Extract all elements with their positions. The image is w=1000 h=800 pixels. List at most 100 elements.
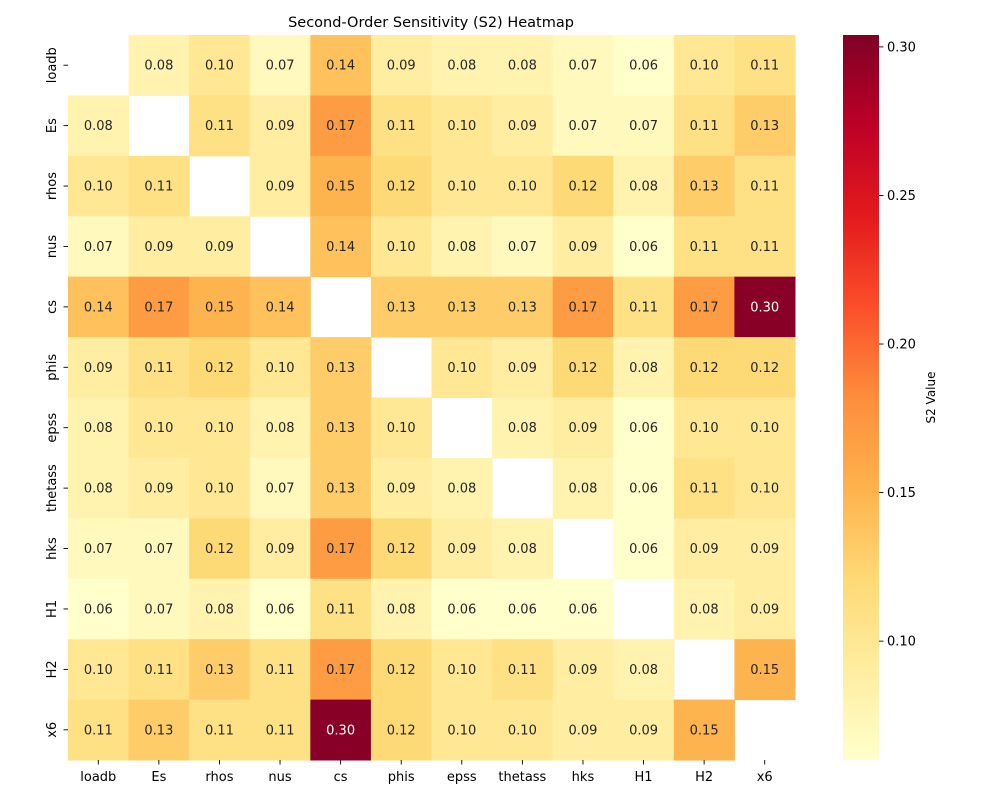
- heatmap-cell-Es-H1: [613, 95, 675, 157]
- cell-value-label: 0.10: [84, 663, 113, 678]
- y-tick-label: x6: [45, 722, 60, 738]
- heatmap-cell-cs-H2: [673, 276, 735, 338]
- heatmap-cell-thetass-phis: [370, 457, 432, 519]
- cell-value-label: 0.11: [144, 180, 173, 195]
- cell-value-label: 0.09: [750, 542, 779, 557]
- heatmap-cell-nus-epss: [431, 216, 493, 278]
- heatmap-cell-loadb-rhos: [189, 35, 251, 96]
- heatmap-cell-Es-thetass: [492, 95, 554, 157]
- cell-value-label: 0.11: [750, 180, 779, 195]
- heatmap-cell-phis-loadb: [68, 337, 130, 398]
- cell-value-label: 0.09: [690, 542, 719, 557]
- heatmap-cell-x6-H2: [673, 699, 735, 761]
- heatmap-cell-H1-thetass: [492, 578, 554, 640]
- heatmap-cell-phis-epss: [431, 337, 493, 398]
- cell-value-label: 0.11: [629, 300, 658, 315]
- x-tick-label: cs: [334, 770, 348, 785]
- heatmap-cell-H1-hks: [552, 578, 614, 640]
- heatmap-cell-cs-nus: [249, 276, 311, 338]
- heatmap-cell-loadb-epss: [431, 35, 493, 96]
- cell-value-label: 0.11: [690, 240, 719, 255]
- heatmap-cell-H2-phis: [370, 639, 432, 701]
- cell-value-label: 0.10: [690, 59, 719, 74]
- heatmap-cell-rhos-hks: [552, 155, 614, 217]
- heatmap-cell-H1-epss: [431, 578, 493, 640]
- cell-value-label: 0.15: [690, 723, 719, 738]
- cell-value-label: 0.12: [690, 361, 719, 376]
- cell-value-label: 0.07: [84, 240, 113, 255]
- heatmap-cell-rhos-H2: [673, 155, 735, 217]
- cell-value-label: 0.15: [205, 300, 234, 315]
- cell-value-label: 0.10: [447, 361, 476, 376]
- cell-value-label: 0.10: [508, 723, 537, 738]
- cell-value-label: 0.17: [326, 542, 355, 557]
- heatmap-cell-hks-epss: [431, 518, 493, 580]
- y-tick-label: cs: [45, 300, 60, 314]
- x-axis: loadb Es rhos nus cs phis epss thetass hks H1 H2 x6: [80, 760, 773, 785]
- cell-value-label: 0.08: [84, 482, 113, 497]
- x-tick-label: loadb: [80, 770, 116, 785]
- heatmap-cell-phis-hks: [552, 337, 614, 398]
- cell-value-label: 0.11: [205, 723, 234, 738]
- y-tick-label: epss: [45, 413, 60, 443]
- cell-value-label: 0.14: [326, 59, 355, 74]
- heatmap-cell-nus-rhos: [189, 216, 251, 278]
- cell-value-label: 0.09: [568, 421, 597, 436]
- cell-value-label: 0.09: [266, 542, 295, 557]
- colorbar-tick-label: 0.20: [887, 338, 916, 353]
- heatmap-cell-hks-Es: [128, 518, 190, 580]
- heatmap-cell-rhos-thetass: [492, 155, 554, 217]
- heatmap-cell-cs-phis: [370, 276, 432, 338]
- y-tick-label: Es: [45, 118, 60, 133]
- cell-value-label: 0.17: [326, 119, 355, 134]
- heatmap-cell-nus-Es: [128, 216, 190, 278]
- colorbar-tick-label: 0.15: [887, 486, 916, 501]
- heatmap-cell-thetass-rhos: [189, 457, 251, 519]
- cell-value-label: 0.15: [326, 180, 355, 195]
- colorbar-ticks: 0.10 0.15 0.20 0.25 0.30: [879, 40, 916, 650]
- heatmap-cell-cs-hks: [552, 276, 614, 338]
- heatmap-cell-phis-rhos: [189, 337, 251, 398]
- cell-value-label: 0.06: [629, 542, 658, 557]
- heatmap-cell-hks-phis: [370, 518, 432, 580]
- cell-value-label: 0.11: [144, 361, 173, 376]
- heatmap-cell-epss-cs: [310, 397, 372, 459]
- cell-value-label: 0.09: [84, 361, 113, 376]
- cell-value-label: 0.06: [447, 602, 476, 617]
- heatmap-cell-x6-loadb: [68, 699, 130, 761]
- heatmap-cell-thetass-nus: [249, 457, 311, 519]
- cell-value-label: 0.08: [387, 602, 416, 617]
- cell-value-label: 0.11: [144, 663, 173, 678]
- cell-value-label: 0.08: [508, 421, 537, 436]
- heatmap-cell-thetass-Es: [128, 457, 190, 519]
- heatmap-cell-H1-rhos: [189, 578, 251, 640]
- heatmap-cell-rhos-Es: [128, 155, 190, 217]
- heatmap-cell-H1-cs: [310, 578, 372, 640]
- heatmap-cell-hks-rhos: [189, 518, 251, 580]
- cell-value-label: 0.06: [629, 421, 658, 436]
- heatmap-cell-nus-loadb: [68, 216, 130, 278]
- heatmap-cell-hks-cs: [310, 518, 372, 580]
- cell-value-label: 0.12: [750, 361, 779, 376]
- colorbar-tick-label: 0.25: [887, 189, 916, 204]
- cell-value-label: 0.10: [750, 482, 779, 497]
- cell-value-label: 0.14: [326, 240, 355, 255]
- heatmap-cell-phis-cs: [310, 337, 372, 398]
- heatmap-cell-H2-thetass: [492, 639, 554, 701]
- heatmap-cell-epss-thetass: [492, 397, 554, 459]
- heatmap-cell-rhos-x6: [734, 155, 796, 217]
- heatmap-cell-phis-Es: [128, 337, 190, 398]
- cell-value-label: 0.10: [690, 421, 719, 436]
- cell-value-label: 0.08: [508, 59, 537, 74]
- heatmap-cell-rhos-phis: [370, 155, 432, 217]
- heatmap-cell-epss-H1: [613, 397, 675, 459]
- y-axis: loadb Es rhos nus cs phis epss thetass hks H1 H2 x6: [45, 47, 68, 738]
- cell-value-label: 0.08: [629, 361, 658, 376]
- heatmap-cell-H2-loadb: [68, 639, 130, 701]
- heatmap-cell-x6-rhos: [189, 699, 251, 761]
- y-tick-label: thetass: [45, 464, 60, 512]
- heatmap-cell-epss-Es: [128, 397, 190, 459]
- heatmap-cell-cs-thetass: [492, 276, 554, 338]
- x-tick-label: Es: [151, 770, 166, 785]
